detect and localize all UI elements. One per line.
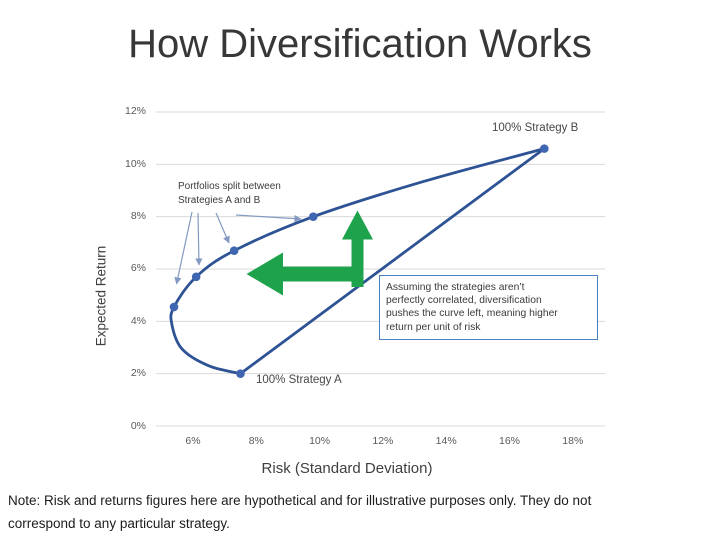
y-tick-label: 2% (130, 367, 146, 380)
pointer-arrow (195, 212, 203, 266)
x-tick-label: 8% (248, 435, 264, 447)
x-tick-label: 18% (562, 435, 584, 447)
green-left-arrow (246, 252, 364, 296)
strategy-b-label: 100% Strategy B (492, 122, 579, 134)
strategy-a-label: 100% Strategy A (256, 374, 342, 386)
y-tick-label: 0% (130, 419, 146, 432)
x-tick-label: 12% (372, 435, 394, 447)
footnote-line: correspond to any particular strategy. (8, 516, 230, 531)
diversification-arrows (246, 210, 373, 296)
textbox-line: Assuming the strategies aren’t (386, 282, 525, 293)
textbox-line: perfectly correlated, diversification (386, 295, 542, 307)
y-tick-label: 10% (124, 157, 146, 170)
y-tick-label: 8% (130, 210, 146, 223)
data-point-marker (308, 212, 318, 221)
green-up-arrow (342, 210, 373, 287)
textbox-line: pushes the curve left, meaning higher (386, 308, 558, 320)
pointer-arrow (174, 211, 193, 285)
y-tick-label: 12% (124, 105, 146, 118)
data-point-marker (229, 246, 239, 255)
x-tick-label: 6% (185, 435, 201, 447)
pointer-arrow (235, 214, 302, 223)
perfect-correlation-line (239, 147, 546, 376)
slide-title: How Diversification Works (128, 22, 592, 66)
y-axis-title: Expected Return (93, 245, 109, 347)
y-tick-label: 4% (130, 314, 146, 327)
diversification-textbox: Assuming the strategies aren’t perfectly … (379, 275, 598, 340)
data-point-marker (169, 302, 179, 312)
pointer-arrows (174, 211, 302, 285)
x-tick-label: 16% (498, 435, 520, 447)
textbox-line: return per unit of risk (386, 321, 481, 333)
x-axis-title: Risk (Standard Deviation) (261, 460, 433, 477)
data-point-marker (236, 369, 245, 378)
footnote-line: Note: Risk and returns figures here are … (8, 493, 592, 508)
data-point-marker (540, 144, 549, 153)
footnote: Note: Risk and returns figures here are … (8, 489, 712, 535)
portfolios-annotation-line: Strategies A and B (178, 195, 261, 206)
portfolios-annotation: Portfolios split between Strategies A and… (178, 180, 281, 208)
pointer-arrow (215, 212, 230, 244)
x-tick-label: 14% (435, 435, 457, 447)
y-tick-label: 6% (130, 262, 146, 275)
portfolios-annotation-line: Portfolios split between (178, 181, 281, 192)
x-tick-label: 10% (309, 435, 331, 447)
data-point-markers (169, 144, 549, 378)
data-point-marker (191, 272, 201, 282)
